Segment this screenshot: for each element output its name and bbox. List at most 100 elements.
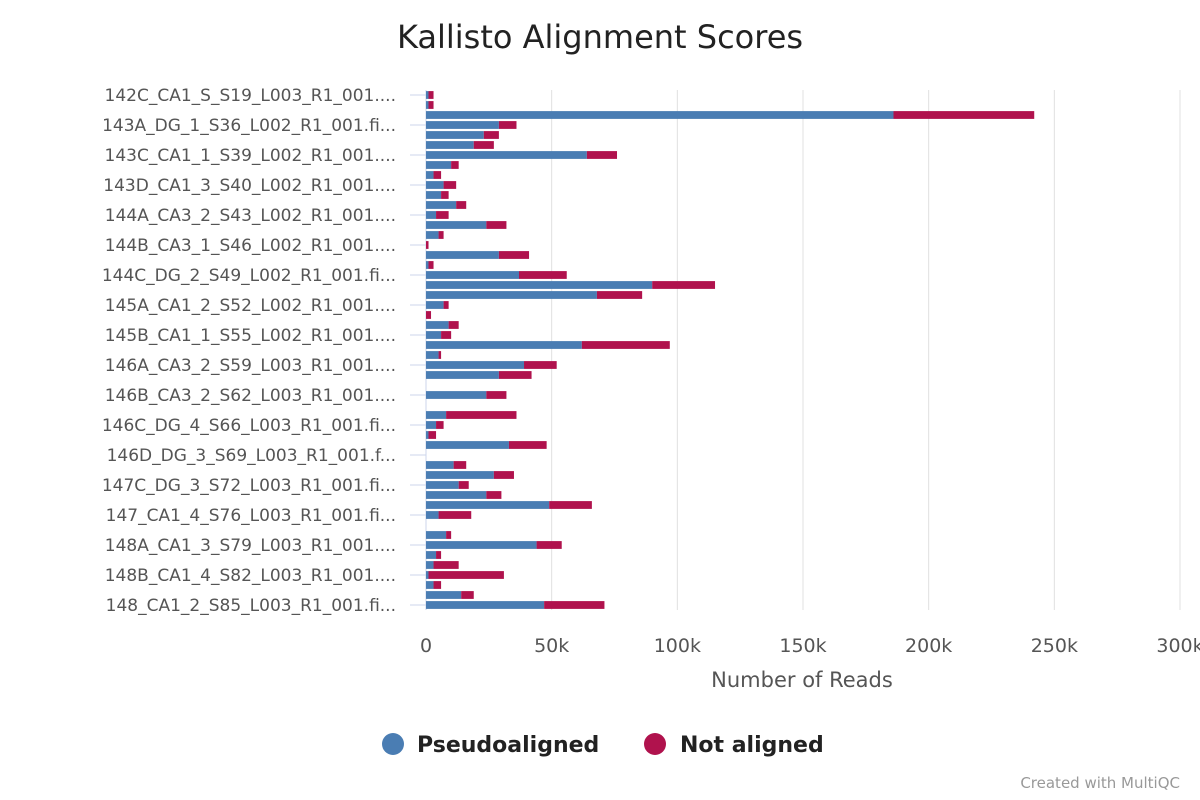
bar-pseudoaligned[interactable] — [426, 91, 429, 99]
bar-pseudoaligned[interactable] — [426, 111, 894, 119]
y-category-label: 143D_CA1_3_S40_L002_R1_001.... — [103, 176, 396, 196]
bar-pseudoaligned[interactable] — [426, 591, 462, 599]
bar-not-aligned[interactable] — [544, 601, 605, 609]
bar-not-aligned[interactable] — [451, 161, 459, 169]
bar-not-aligned[interactable] — [536, 541, 562, 549]
bar-not-aligned[interactable] — [438, 231, 444, 239]
bar-pseudoaligned[interactable] — [426, 191, 442, 199]
bar-pseudoaligned[interactable] — [426, 391, 487, 399]
bar-pseudoaligned[interactable] — [426, 561, 434, 569]
bar-not-aligned[interactable] — [433, 561, 459, 569]
bar-not-aligned[interactable] — [596, 291, 643, 299]
bar-not-aligned[interactable] — [524, 361, 557, 369]
credits-link[interactable]: Created with MultiQC — [1020, 774, 1180, 792]
bar-pseudoaligned[interactable] — [426, 161, 452, 169]
bar-not-aligned[interactable] — [586, 151, 618, 159]
bar-not-aligned[interactable] — [446, 411, 517, 419]
bar-not-aligned[interactable] — [486, 391, 507, 399]
bar-pseudoaligned[interactable] — [426, 281, 653, 289]
bar-not-aligned[interactable] — [436, 211, 449, 219]
bar-not-aligned[interactable] — [433, 581, 442, 589]
bar-not-aligned[interactable] — [436, 551, 442, 559]
bar-not-aligned[interactable] — [428, 571, 504, 579]
bar-not-aligned[interactable] — [508, 441, 547, 449]
bar-not-aligned[interactable] — [486, 491, 502, 499]
bar-pseudoaligned[interactable] — [426, 421, 437, 429]
bar-pseudoaligned[interactable] — [426, 481, 459, 489]
bar-pseudoaligned[interactable] — [426, 121, 499, 129]
bar-pseudoaligned[interactable] — [426, 271, 519, 279]
bar-pseudoaligned[interactable] — [426, 461, 454, 469]
bar-pseudoaligned[interactable] — [426, 571, 429, 579]
bar-not-aligned[interactable] — [436, 421, 444, 429]
bar-pseudoaligned[interactable] — [426, 501, 550, 509]
bar-pseudoaligned[interactable] — [426, 531, 447, 539]
bar-pseudoaligned[interactable] — [426, 291, 597, 299]
bar-pseudoaligned[interactable] — [426, 151, 587, 159]
bar-not-aligned[interactable] — [453, 461, 467, 469]
bar-not-aligned[interactable] — [652, 281, 716, 289]
bar-not-aligned[interactable] — [441, 191, 449, 199]
bar-pseudoaligned[interactable] — [426, 211, 437, 219]
bar-pseudoaligned[interactable] — [426, 601, 545, 609]
bar-not-aligned[interactable] — [428, 101, 434, 109]
bar-pseudoaligned[interactable] — [426, 201, 457, 209]
bar-pseudoaligned[interactable] — [426, 371, 499, 379]
bar-pseudoaligned[interactable] — [426, 171, 434, 179]
bar-not-aligned[interactable] — [549, 501, 592, 509]
bar-not-aligned[interactable] — [483, 131, 499, 139]
bar-not-aligned[interactable] — [473, 141, 494, 149]
legend-item-pseudoaligned[interactable]: Pseudoaligned — [382, 733, 599, 758]
bar-not-aligned[interactable] — [428, 431, 437, 439]
bar-pseudoaligned[interactable] — [426, 581, 434, 589]
bar-pseudoaligned[interactable] — [426, 131, 484, 139]
bar-not-aligned[interactable] — [498, 121, 517, 129]
bar-pseudoaligned[interactable] — [426, 321, 449, 329]
bar-not-aligned[interactable] — [493, 471, 514, 479]
bar-not-aligned[interactable] — [448, 321, 459, 329]
bar-pseudoaligned[interactable] — [426, 551, 437, 559]
bar-pseudoaligned[interactable] — [426, 231, 439, 239]
bar-pseudoaligned[interactable] — [426, 181, 444, 189]
bar-not-aligned[interactable] — [443, 181, 457, 189]
chart-bars — [426, 91, 1035, 609]
bar-not-aligned[interactable] — [498, 251, 530, 259]
bar-pseudoaligned[interactable] — [426, 261, 429, 269]
legend-item-not-aligned[interactable]: Not aligned — [644, 733, 824, 758]
bar-pseudoaligned[interactable] — [426, 251, 499, 259]
bar-pseudoaligned[interactable] — [426, 101, 429, 109]
bar-pseudoaligned[interactable] — [426, 511, 439, 519]
bar-pseudoaligned[interactable] — [426, 541, 537, 549]
bar-not-aligned[interactable] — [428, 91, 434, 99]
bar-not-aligned[interactable] — [446, 531, 452, 539]
bar-not-aligned[interactable] — [458, 481, 469, 489]
bar-pseudoaligned[interactable] — [426, 441, 509, 449]
bar-not-aligned[interactable] — [893, 111, 1035, 119]
bar-not-aligned[interactable] — [433, 171, 442, 179]
bar-not-aligned[interactable] — [426, 311, 432, 319]
bar-pseudoaligned[interactable] — [426, 351, 439, 359]
bar-pseudoaligned[interactable] — [426, 491, 487, 499]
bar-not-aligned[interactable] — [441, 331, 452, 339]
bar-pseudoaligned[interactable] — [426, 221, 487, 229]
bar-not-aligned[interactable] — [486, 221, 507, 229]
bar-not-aligned[interactable] — [518, 271, 567, 279]
y-category-label: 143A_DG_1_S36_L002_R1_001.fi... — [102, 116, 396, 136]
bar-not-aligned[interactable] — [428, 261, 434, 269]
bar-pseudoaligned[interactable] — [426, 471, 494, 479]
bar-not-aligned[interactable] — [456, 201, 467, 209]
bar-not-aligned[interactable] — [443, 301, 449, 309]
bar-not-aligned[interactable] — [498, 371, 532, 379]
bar-pseudoaligned[interactable] — [426, 141, 474, 149]
bar-not-aligned[interactable] — [426, 241, 429, 249]
bar-not-aligned[interactable] — [581, 341, 670, 349]
bar-pseudoaligned[interactable] — [426, 301, 444, 309]
bar-pseudoaligned[interactable] — [426, 331, 442, 339]
bar-pseudoaligned[interactable] — [426, 411, 447, 419]
bar-pseudoaligned[interactable] — [426, 431, 429, 439]
bar-not-aligned[interactable] — [461, 591, 474, 599]
bar-pseudoaligned[interactable] — [426, 361, 525, 369]
bar-pseudoaligned[interactable] — [426, 341, 582, 349]
bar-not-aligned[interactable] — [438, 351, 442, 359]
bar-not-aligned[interactable] — [438, 511, 472, 519]
